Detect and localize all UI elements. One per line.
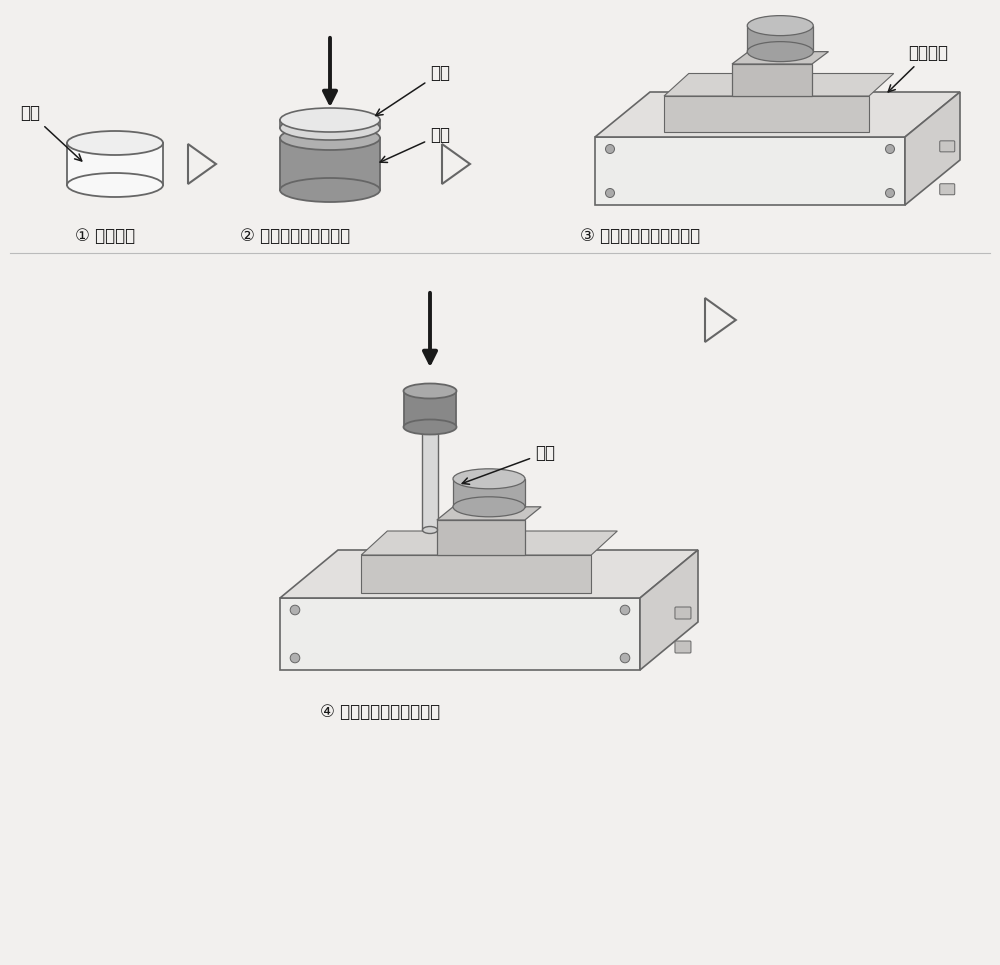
Polygon shape (453, 479, 525, 507)
Ellipse shape (280, 178, 380, 202)
Circle shape (290, 605, 300, 615)
Polygon shape (361, 555, 591, 593)
Text: ① 切取凝胶: ① 切取凝胶 (75, 227, 135, 245)
Text: 探针: 探针 (462, 444, 555, 484)
Polygon shape (442, 144, 470, 184)
Text: 样品支架: 样品支架 (888, 44, 948, 92)
Ellipse shape (280, 116, 380, 140)
Polygon shape (67, 143, 163, 185)
Ellipse shape (67, 131, 163, 155)
Polygon shape (422, 427, 438, 530)
Ellipse shape (453, 497, 525, 517)
Ellipse shape (747, 41, 813, 62)
Polygon shape (361, 531, 617, 555)
Polygon shape (595, 92, 960, 137)
FancyBboxPatch shape (940, 183, 955, 195)
Ellipse shape (67, 173, 163, 197)
Polygon shape (437, 507, 541, 520)
Ellipse shape (453, 469, 525, 489)
Text: ② 装入坤埚并盖上盖子: ② 装入坤埚并盖上盖子 (240, 227, 350, 245)
Polygon shape (747, 26, 813, 51)
Polygon shape (732, 51, 828, 64)
Polygon shape (437, 520, 525, 555)
Polygon shape (280, 120, 380, 128)
FancyBboxPatch shape (675, 607, 691, 619)
Polygon shape (188, 144, 216, 184)
Text: 盖子: 盖子 (376, 64, 450, 116)
Text: ③ 嵌入针入模式样品支架: ③ 嵌入针入模式样品支架 (580, 227, 700, 245)
Polygon shape (905, 92, 960, 205)
Ellipse shape (280, 108, 380, 132)
Ellipse shape (422, 527, 438, 534)
Polygon shape (280, 598, 640, 670)
Text: 凝胶: 凝胶 (20, 104, 82, 161)
FancyBboxPatch shape (940, 141, 955, 152)
Polygon shape (732, 64, 812, 96)
Polygon shape (280, 550, 698, 598)
Circle shape (886, 188, 895, 198)
Circle shape (606, 145, 614, 153)
Polygon shape (664, 96, 869, 132)
Circle shape (290, 653, 300, 663)
Polygon shape (404, 391, 456, 427)
Circle shape (620, 605, 630, 615)
Ellipse shape (404, 420, 456, 434)
Circle shape (606, 188, 614, 198)
Circle shape (620, 653, 630, 663)
FancyBboxPatch shape (675, 641, 691, 653)
Ellipse shape (747, 15, 813, 36)
Text: 坤埚: 坤埚 (380, 126, 450, 162)
Ellipse shape (280, 126, 380, 150)
Circle shape (886, 145, 895, 153)
Ellipse shape (404, 383, 456, 399)
Text: ④ 下移探针与坤埚盖接触: ④ 下移探针与坤埚盖接触 (320, 703, 440, 721)
Polygon shape (280, 138, 380, 190)
Polygon shape (705, 298, 736, 342)
Polygon shape (595, 137, 905, 205)
Polygon shape (664, 73, 894, 96)
Polygon shape (640, 550, 698, 670)
